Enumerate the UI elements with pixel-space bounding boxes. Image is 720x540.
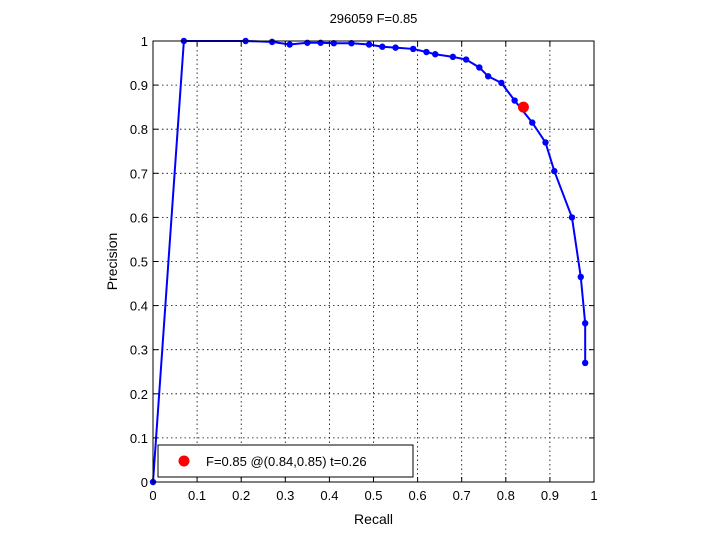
data-point (581, 359, 589, 367)
y-tick-label: 0.5 (130, 255, 148, 270)
x-tick-label: 0.6 (409, 488, 427, 503)
data-point (551, 167, 558, 175)
data-point (379, 43, 386, 50)
data-point (462, 56, 470, 63)
data-point (409, 45, 417, 53)
data-point (581, 320, 589, 327)
legend: F=0.85 @(0.84,0.85) t=0.26 (157, 444, 414, 478)
x-axis-label: Recall (354, 511, 393, 527)
x-tick-label: 1 (590, 488, 597, 503)
y-tick-label: 0.1 (130, 431, 148, 446)
data-point (432, 51, 439, 58)
data-point (577, 273, 584, 281)
x-tick-label: 0.4 (320, 488, 338, 503)
data-point (268, 38, 276, 46)
data-point (568, 214, 576, 221)
grid (153, 41, 594, 482)
y-tick-label: 0.7 (130, 166, 148, 181)
axis-ticks: 0 0.1 0.2 0.3 0.4 0.5 0.6 0.7 0.8 0.9 1 0 0.1 0.2 0.3 0… (130, 34, 598, 503)
y-tick-label: 0.4 (130, 299, 148, 314)
series-layer (149, 37, 589, 486)
best-f-point (517, 101, 529, 113)
data-point (476, 64, 483, 71)
data-point (484, 73, 492, 80)
y-axis-label: Precision (104, 233, 120, 291)
legend-box (157, 444, 414, 478)
x-tick-label: 0.8 (497, 488, 515, 503)
y-tick-label: 0.2 (130, 387, 148, 402)
y-tick-label: 0 (141, 475, 148, 490)
legend-marker (178, 455, 190, 467)
x-tick-label: 0.3 (276, 488, 294, 503)
data-point (511, 97, 518, 104)
y-tick-label: 0.6 (130, 210, 148, 225)
x-tick-label: 0.9 (541, 488, 559, 503)
y-tick-label: 0.8 (130, 122, 148, 137)
legend-label: F=0.85 @(0.84,0.85) t=0.26 (206, 454, 367, 469)
data-point (449, 53, 457, 61)
data-point (330, 40, 338, 47)
data-point (286, 41, 293, 48)
data-point (542, 139, 549, 146)
data-point (348, 40, 355, 47)
data-point (423, 48, 430, 56)
data-point (365, 41, 373, 48)
data-point (392, 44, 399, 51)
x-tick-label: 0.1 (188, 488, 206, 503)
y-tick-label: 0.3 (130, 343, 148, 358)
y-tick-label: 1 (141, 34, 148, 49)
x-tick-label: 0.2 (232, 488, 250, 503)
x-tick-label: 0.7 (453, 488, 471, 503)
chart-title: 296059 F=0.85 (330, 11, 418, 26)
data-point (498, 79, 505, 87)
series-line (152, 40, 587, 483)
x-tick-label: 0 (149, 488, 156, 503)
data-point (529, 119, 536, 126)
x-tick-label: 0.5 (364, 488, 382, 503)
y-tick-label: 0.9 (130, 78, 148, 93)
